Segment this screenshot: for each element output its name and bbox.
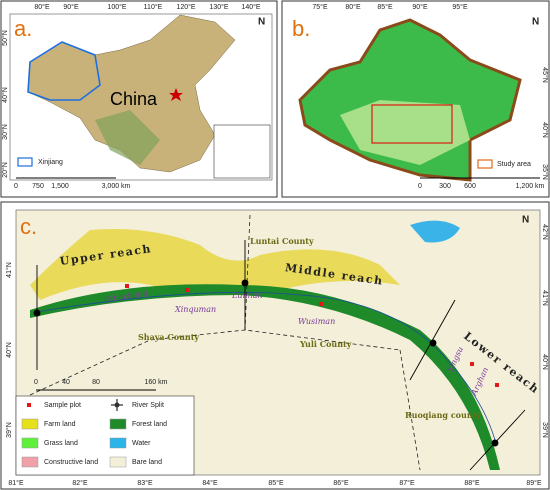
scale-label: 1,200 km bbox=[516, 183, 545, 190]
sample-plots bbox=[125, 284, 499, 387]
legend-label: Constructive land bbox=[44, 459, 98, 466]
legend-label: Farm land bbox=[44, 421, 76, 428]
north-arrow: N bbox=[522, 215, 529, 226]
scale-label: 0 bbox=[34, 379, 38, 386]
study-area-box bbox=[371, 104, 453, 144]
county-label: Shaya County bbox=[138, 332, 199, 342]
lon-label: 120°E bbox=[176, 3, 195, 11]
lat-label: 42°N bbox=[541, 224, 549, 240]
lon-label: 110°E bbox=[144, 3, 163, 11]
scale-label: 1,500 bbox=[51, 183, 69, 190]
farm-land bbox=[30, 229, 400, 300]
lon-label: 85°E bbox=[268, 479, 284, 487]
county-label: Ruoqiang county bbox=[405, 410, 481, 420]
scale-label: 0 bbox=[14, 183, 18, 190]
scale-label: 600 bbox=[464, 183, 476, 190]
legend-label: Bare land bbox=[132, 459, 162, 466]
scale-label: 40 bbox=[62, 379, 70, 386]
legend-swatch bbox=[109, 456, 127, 468]
county-boundaries bbox=[29, 214, 421, 471]
lat-label: 39°N bbox=[5, 422, 13, 438]
scale-label: 3,000 km bbox=[102, 183, 131, 190]
scale-label: 160 km bbox=[145, 379, 168, 386]
lat-label: 40°N bbox=[5, 342, 13, 358]
north-arrow: N bbox=[258, 17, 265, 28]
lat-label: 40°N bbox=[541, 122, 549, 138]
lat-label: 35°N bbox=[541, 164, 549, 180]
capital-star bbox=[169, 88, 183, 101]
inset-box bbox=[213, 124, 271, 179]
lat-label: 41°N bbox=[5, 262, 13, 278]
county-label: Luntai County bbox=[250, 236, 314, 246]
lon-label: 95°E bbox=[452, 3, 468, 11]
lat-label: 45°N bbox=[541, 67, 549, 83]
lat-label: 50°N bbox=[1, 30, 9, 46]
legend-box bbox=[15, 395, 195, 476]
lon-label: 87°E bbox=[399, 479, 415, 487]
scale-label: 80 bbox=[92, 379, 100, 386]
scale-label: 0 bbox=[418, 183, 422, 190]
lon-label: 85°E bbox=[377, 3, 393, 11]
site-label: Wusiman bbox=[298, 317, 335, 326]
lon-label: 88°E bbox=[464, 479, 480, 487]
china-shape bbox=[27, 14, 236, 173]
river-splits bbox=[33, 240, 526, 471]
lon-label: 82°E bbox=[72, 479, 88, 487]
lon-label: 89°E bbox=[526, 479, 542, 487]
site-label: Xinquman bbox=[174, 305, 216, 314]
legend-swatch bbox=[27, 403, 31, 407]
river bbox=[35, 291, 496, 441]
lat-label: 39°N bbox=[541, 422, 549, 438]
legend-label: Xinjiang bbox=[38, 159, 63, 166]
lon-label: 90°E bbox=[412, 3, 428, 11]
legend-label: Forest land bbox=[132, 421, 167, 428]
legend-swatch bbox=[114, 402, 120, 408]
lat-label: 40°N bbox=[1, 87, 9, 103]
forest-land bbox=[30, 284, 500, 470]
lon-label: 130°E bbox=[209, 3, 228, 11]
china-relief bbox=[95, 110, 160, 165]
lon-label: 84°E bbox=[202, 479, 218, 487]
panel-label: c. bbox=[20, 214, 37, 239]
lon-label: 80°E bbox=[34, 3, 50, 11]
legend-label: Grass land bbox=[44, 440, 78, 447]
legend-label: River Split bbox=[132, 402, 164, 409]
panel-label: a. bbox=[14, 16, 32, 41]
lat-label: 40°N bbox=[541, 354, 549, 370]
north-arrow: N bbox=[532, 17, 539, 28]
legend-swatch bbox=[109, 437, 127, 449]
lat-label: 41°N bbox=[541, 290, 549, 306]
country-label: China bbox=[110, 89, 158, 109]
county-label: Yuli County bbox=[299, 339, 352, 349]
lon-label: 75°E bbox=[312, 3, 328, 11]
scale-label: 300 bbox=[439, 183, 451, 190]
legend-swatch bbox=[17, 157, 33, 167]
panel-label: b. bbox=[292, 16, 310, 41]
legend-label: Water bbox=[132, 440, 151, 447]
lon-label: 81°E bbox=[8, 479, 24, 487]
lon-label: 90°E bbox=[63, 3, 79, 11]
lon-label: 86°E bbox=[333, 479, 349, 487]
water bbox=[410, 220, 460, 243]
legend-swatch bbox=[109, 418, 127, 430]
lon-label: 100°E bbox=[107, 3, 126, 11]
legend-swatch bbox=[21, 456, 39, 468]
legend-swatch bbox=[21, 418, 39, 430]
lat-label: 20°N bbox=[1, 162, 9, 178]
scale-label: 750 bbox=[32, 183, 44, 190]
lon-label: 83°E bbox=[137, 479, 153, 487]
legend-label: Sample plot bbox=[44, 402, 81, 409]
legend-swatch bbox=[477, 159, 493, 169]
site-label: Lunnan bbox=[231, 291, 263, 300]
lat-label: 30°N bbox=[1, 124, 9, 140]
lon-label: 140°E bbox=[241, 3, 260, 11]
legend-label: Study area bbox=[497, 161, 531, 168]
lon-label: 80°E bbox=[345, 3, 361, 11]
legend-swatch bbox=[21, 437, 39, 449]
xinjiang-outline bbox=[27, 41, 101, 101]
